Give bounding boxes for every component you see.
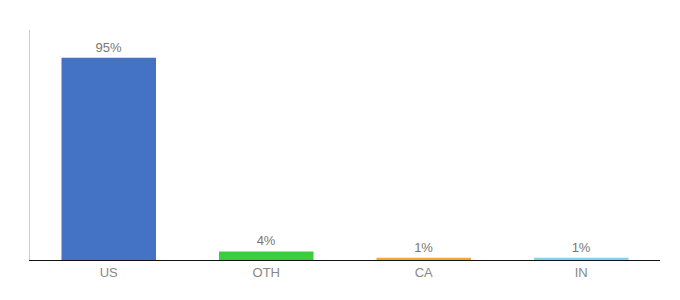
svg-text:95%: 95%: [96, 40, 122, 55]
svg-text:1%: 1%: [572, 240, 591, 255]
svg-text:US: US: [100, 265, 118, 280]
svg-text:OTH: OTH: [253, 265, 280, 280]
svg-text:4%: 4%: [257, 233, 276, 248]
svg-text:CA: CA: [415, 265, 433, 280]
svg-text:1%: 1%: [414, 240, 433, 255]
svg-text:IN: IN: [575, 265, 588, 280]
